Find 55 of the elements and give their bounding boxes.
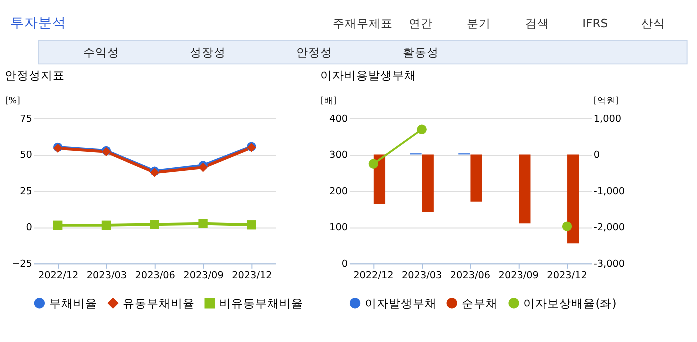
y-tick-label: 50 xyxy=(20,150,32,162)
point xyxy=(562,222,572,232)
y-tick-label: −25 xyxy=(12,258,32,270)
y-axis-title: [%] xyxy=(5,96,20,106)
x-tick-label: 2023/03 xyxy=(86,270,128,282)
chart-title: 안정성지표 xyxy=(4,68,65,83)
x-tick-label: 2023/09 xyxy=(498,270,539,282)
y2-tick-label: -1,000 xyxy=(594,186,626,198)
y-tick-label: 75 xyxy=(20,114,32,125)
y-tick-label: 100 xyxy=(330,222,348,234)
point xyxy=(198,219,208,228)
point xyxy=(53,220,63,230)
y2-tick-label: -2,000 xyxy=(594,222,626,234)
y2-tick-label: -3,000 xyxy=(594,258,626,270)
x-tick-label: 2023/06 xyxy=(450,270,491,282)
y-tick-label: 0 xyxy=(26,222,32,234)
y2-axis-title: [억원] xyxy=(594,96,619,106)
text: IFRS xyxy=(582,16,608,30)
text: 성장성 xyxy=(190,45,226,60)
legend-label: 이자보상배율(좌) xyxy=(524,296,617,310)
legend-label: 부채비율 xyxy=(49,296,98,310)
x-tick-label: 2022/12 xyxy=(354,270,394,282)
text: 투자분석 xyxy=(10,15,67,32)
y-axis-title: [배] xyxy=(320,96,337,106)
x-tick-label: 2023/12 xyxy=(547,270,588,282)
point xyxy=(102,220,112,230)
x-tick-label: 2023/06 xyxy=(135,270,176,282)
x-tick-label: 2022/12 xyxy=(38,270,79,282)
point xyxy=(368,159,379,169)
y2-tick-label: 0 xyxy=(594,150,600,162)
text: 안정성 xyxy=(296,45,333,60)
y2-tick-label: 1,000 xyxy=(594,114,622,125)
y-tick-label: 0 xyxy=(342,258,348,270)
y-tick-label: 400 xyxy=(330,114,348,125)
legend-label: 비유동부채비율 xyxy=(220,296,304,310)
legend-label: 순부채 xyxy=(462,296,498,310)
y-tick-label: 25 xyxy=(20,186,32,198)
text: 연간 xyxy=(409,16,434,30)
y-tick-label: 300 xyxy=(330,150,348,162)
x-tick-label: 2023/12 xyxy=(232,270,272,282)
chart-title: 이자비용발생부채 xyxy=(320,68,416,83)
text: 분기 xyxy=(467,16,492,30)
legend-label: 이자발생부채 xyxy=(364,296,437,310)
text: 검색 xyxy=(525,16,550,30)
x-tick-label: 2023/03 xyxy=(402,270,442,282)
legend-label: 유동부채비율 xyxy=(122,296,195,310)
point xyxy=(247,220,256,230)
x-tick-label: 2023/09 xyxy=(184,270,224,282)
text: 주재무제표 xyxy=(333,16,394,30)
text: 활동성 xyxy=(403,45,440,60)
point xyxy=(150,220,160,230)
y-tick-label: 200 xyxy=(330,186,348,198)
point xyxy=(417,124,427,134)
text: 산식 xyxy=(641,16,666,30)
text: 수익성 xyxy=(84,45,120,60)
